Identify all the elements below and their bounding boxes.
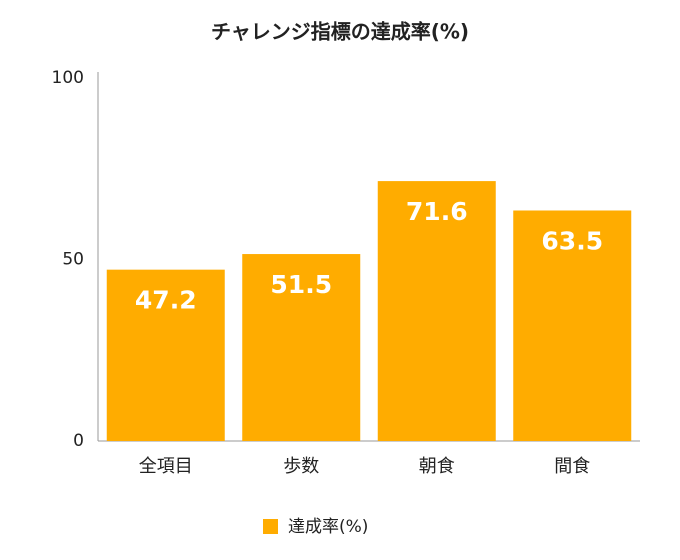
legend-label: 達成率(%) bbox=[288, 517, 368, 537]
x-tick-label: 朝食 bbox=[419, 456, 455, 477]
value-label: 51.5 bbox=[270, 270, 332, 299]
bar bbox=[513, 210, 632, 441]
legend-swatch bbox=[263, 519, 278, 534]
value-label: 71.6 bbox=[406, 197, 468, 226]
value-label: 63.5 bbox=[541, 226, 603, 255]
y-tick-label: 0 bbox=[73, 431, 84, 451]
bar bbox=[106, 269, 225, 441]
x-tick-label: 歩数 bbox=[283, 456, 319, 477]
chart-title: チャレンジ指標の達成率(%) bbox=[211, 20, 469, 44]
bar bbox=[377, 181, 496, 442]
x-tick-label: 全項目 bbox=[139, 456, 193, 477]
x-tick-label: 間食 bbox=[554, 456, 590, 477]
bar bbox=[242, 254, 361, 441]
y-tick-label: 50 bbox=[62, 250, 84, 270]
value-label: 47.2 bbox=[135, 286, 197, 315]
y-tick-label: 100 bbox=[52, 68, 84, 88]
